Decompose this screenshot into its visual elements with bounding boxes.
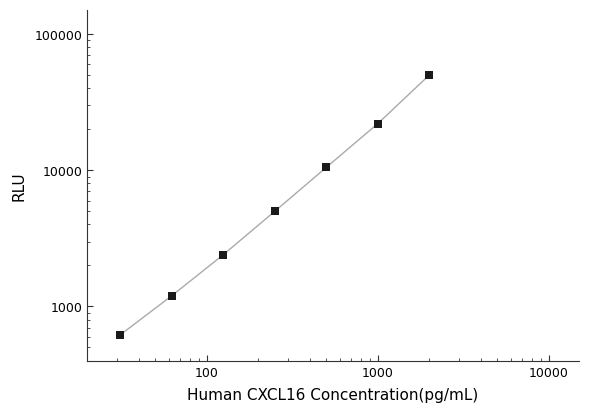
Point [218,252,228,259]
X-axis label: Human CXCL16 Concentration(pg/mL): Human CXCL16 Concentration(pg/mL) [188,387,478,402]
Point [425,73,434,79]
Point [322,165,331,171]
Point [167,293,176,299]
Point [270,209,280,215]
Point [116,332,125,338]
Y-axis label: RLU: RLU [11,171,26,201]
Point [373,121,382,128]
